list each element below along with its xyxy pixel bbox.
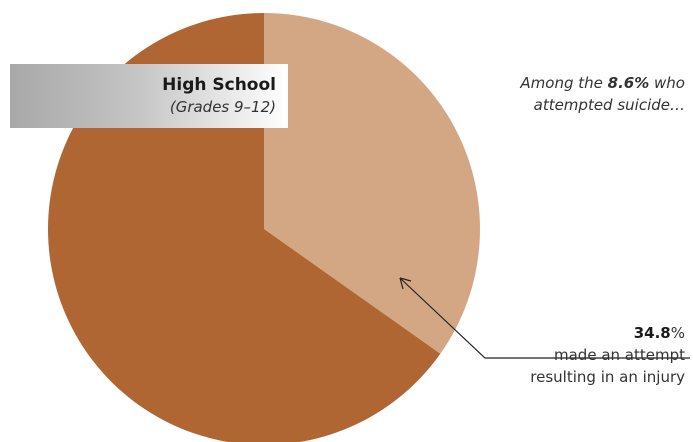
intro-annotation: Among the 8.6% who attempted suicide… xyxy=(435,72,685,116)
group-label-box: High School (Grades 9–12) xyxy=(10,64,288,128)
pie-slice-injury xyxy=(264,13,481,354)
slice-text-line3: resulting in an injury xyxy=(530,368,685,386)
leader-line xyxy=(399,277,690,359)
slice-value: 34.8 xyxy=(633,324,671,342)
slice-text-line2: made an attempt xyxy=(554,346,685,364)
slice-unit: % xyxy=(670,324,685,342)
slice-annotation: 34.8% made an attempt resulting in an in… xyxy=(465,322,685,388)
group-title: High School xyxy=(162,75,276,95)
intro-suffix: who xyxy=(649,74,685,92)
group-subtitle: (Grades 9–12) xyxy=(169,98,276,116)
intro-prefix: Among the xyxy=(520,74,608,92)
intro-line2: attempted suicide… xyxy=(533,96,685,114)
intro-percent: 8.6% xyxy=(607,74,650,92)
